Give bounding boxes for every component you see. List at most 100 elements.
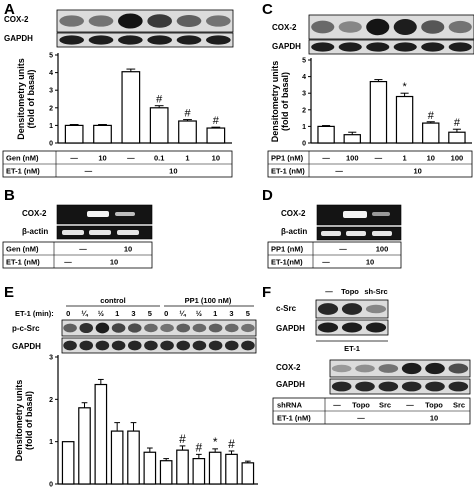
blot-band (144, 323, 158, 333)
blot-band (95, 322, 110, 334)
gel-actin-b (56, 225, 153, 240)
blot-band (88, 35, 114, 45)
gel-cox2-b (56, 204, 153, 225)
time-label: ½ (98, 309, 104, 318)
time-label: ½ (196, 309, 202, 318)
y-axis-label-unit: (fold of basal) (280, 72, 290, 131)
blot-band (401, 362, 422, 375)
cox2-label-c: COX-2 (272, 23, 297, 32)
et1-min-label-e: ET-1 (min): (15, 309, 54, 318)
treatment-cell: — (375, 154, 383, 163)
shrna-f-1: Topo (352, 401, 370, 410)
et1-label-b: ET-1 (nM) (6, 258, 40, 267)
bar (78, 407, 91, 485)
treatment-group: — (85, 167, 93, 176)
gapdh-label-f1: GAPDH (276, 324, 305, 333)
blot-band (88, 15, 114, 27)
blot-band (378, 364, 399, 373)
bar (343, 134, 361, 144)
f-top-0: — (325, 287, 333, 296)
time-label: ¼ (81, 309, 88, 318)
blot-band (317, 303, 339, 315)
blot-band (63, 323, 77, 333)
pp1-label-d: PP1 (nM) (271, 245, 304, 254)
bar (369, 80, 388, 144)
p-csrc-label-e: p-c-Src (12, 324, 40, 333)
blot-band (393, 42, 417, 52)
treatment-cell: — (70, 154, 78, 163)
shrna-f-2: Src (379, 401, 391, 410)
blot-band (365, 322, 387, 333)
y-tick-label: 0 (49, 141, 53, 148)
gel-actin-d (316, 226, 402, 241)
time-label: 0 (66, 309, 70, 318)
blot-band (448, 381, 469, 392)
blot-cox2-a (56, 9, 234, 33)
bar (149, 107, 169, 144)
blot-gapdh-f2 (329, 378, 471, 395)
blot-band (378, 381, 399, 392)
y-tick-label: 4 (302, 74, 306, 81)
blot-gapdh-a (56, 32, 234, 48)
bar (448, 131, 466, 144)
blot-band (147, 35, 172, 45)
shrna-label-f: shRNA (277, 401, 303, 410)
significance-mark: # (228, 437, 235, 451)
panel-label-f: F (262, 284, 271, 301)
treatment-table-b: Gen (nM) ET-1 (nM) — 10 — 10 (2, 241, 153, 269)
cox2-label-d: COX-2 (281, 209, 306, 218)
et1-f-0: — (357, 414, 365, 423)
treatment-row-label: ET-1 (nM) (6, 167, 40, 176)
bar (64, 124, 84, 144)
significance-mark: # (156, 94, 163, 106)
blot-band (176, 14, 202, 28)
blot-csrc-f (315, 299, 389, 319)
treatment-row-label: PP1 (nM) (271, 154, 304, 163)
bar (127, 430, 140, 485)
blot-band (311, 20, 335, 34)
significance-mark: # (179, 432, 186, 446)
shrna-f-3: — (406, 401, 414, 410)
panel-label-a: A (4, 1, 15, 18)
blot-band (144, 340, 158, 351)
significance-mark: * (402, 81, 407, 93)
panel-label-c: C (262, 1, 273, 18)
blot-band (111, 323, 126, 333)
gapdh-label-a: GAPDH (4, 34, 33, 43)
bar (317, 125, 335, 144)
f-top-1: Topo (341, 287, 359, 296)
et1-nm-label-f: ET-1 (nM) (277, 414, 311, 423)
y-tick-label: 0 (302, 141, 306, 148)
blot-psrc-e (61, 319, 257, 337)
y-tick-label: 3 (49, 88, 53, 95)
blot-band (63, 340, 77, 351)
et1-d-1: 10 (366, 258, 374, 267)
bar (225, 453, 238, 485)
treatment-row-label: Gen (nM) (6, 154, 39, 163)
f-top-2: sh-Src (364, 287, 387, 296)
blot-band (331, 364, 352, 373)
time-label: 3 (131, 309, 135, 318)
time-label: 0 (164, 309, 168, 318)
cox2-label-f: COX-2 (276, 363, 301, 372)
y-tick-label: 5 (302, 58, 306, 65)
control-label-e: control (100, 296, 125, 305)
blot-band (79, 322, 94, 334)
blot-band (118, 13, 143, 29)
time-label: 1 (115, 309, 119, 318)
blot-band (176, 340, 191, 351)
shrna-f-5: Src (453, 401, 465, 410)
blot-band (365, 304, 387, 314)
blot-band (331, 381, 352, 392)
time-label: 5 (148, 309, 152, 318)
blot-band (79, 340, 94, 351)
cox2-label-a: COX-2 (4, 15, 29, 24)
y-tick-label: 1 (302, 124, 306, 131)
blot-band (421, 42, 445, 52)
blot-cox2-f (329, 359, 471, 378)
blot-band (425, 381, 445, 392)
blot-band (59, 15, 84, 27)
et1-label-f: ET-1 (344, 344, 360, 353)
y-tick-label: 2 (302, 107, 306, 114)
